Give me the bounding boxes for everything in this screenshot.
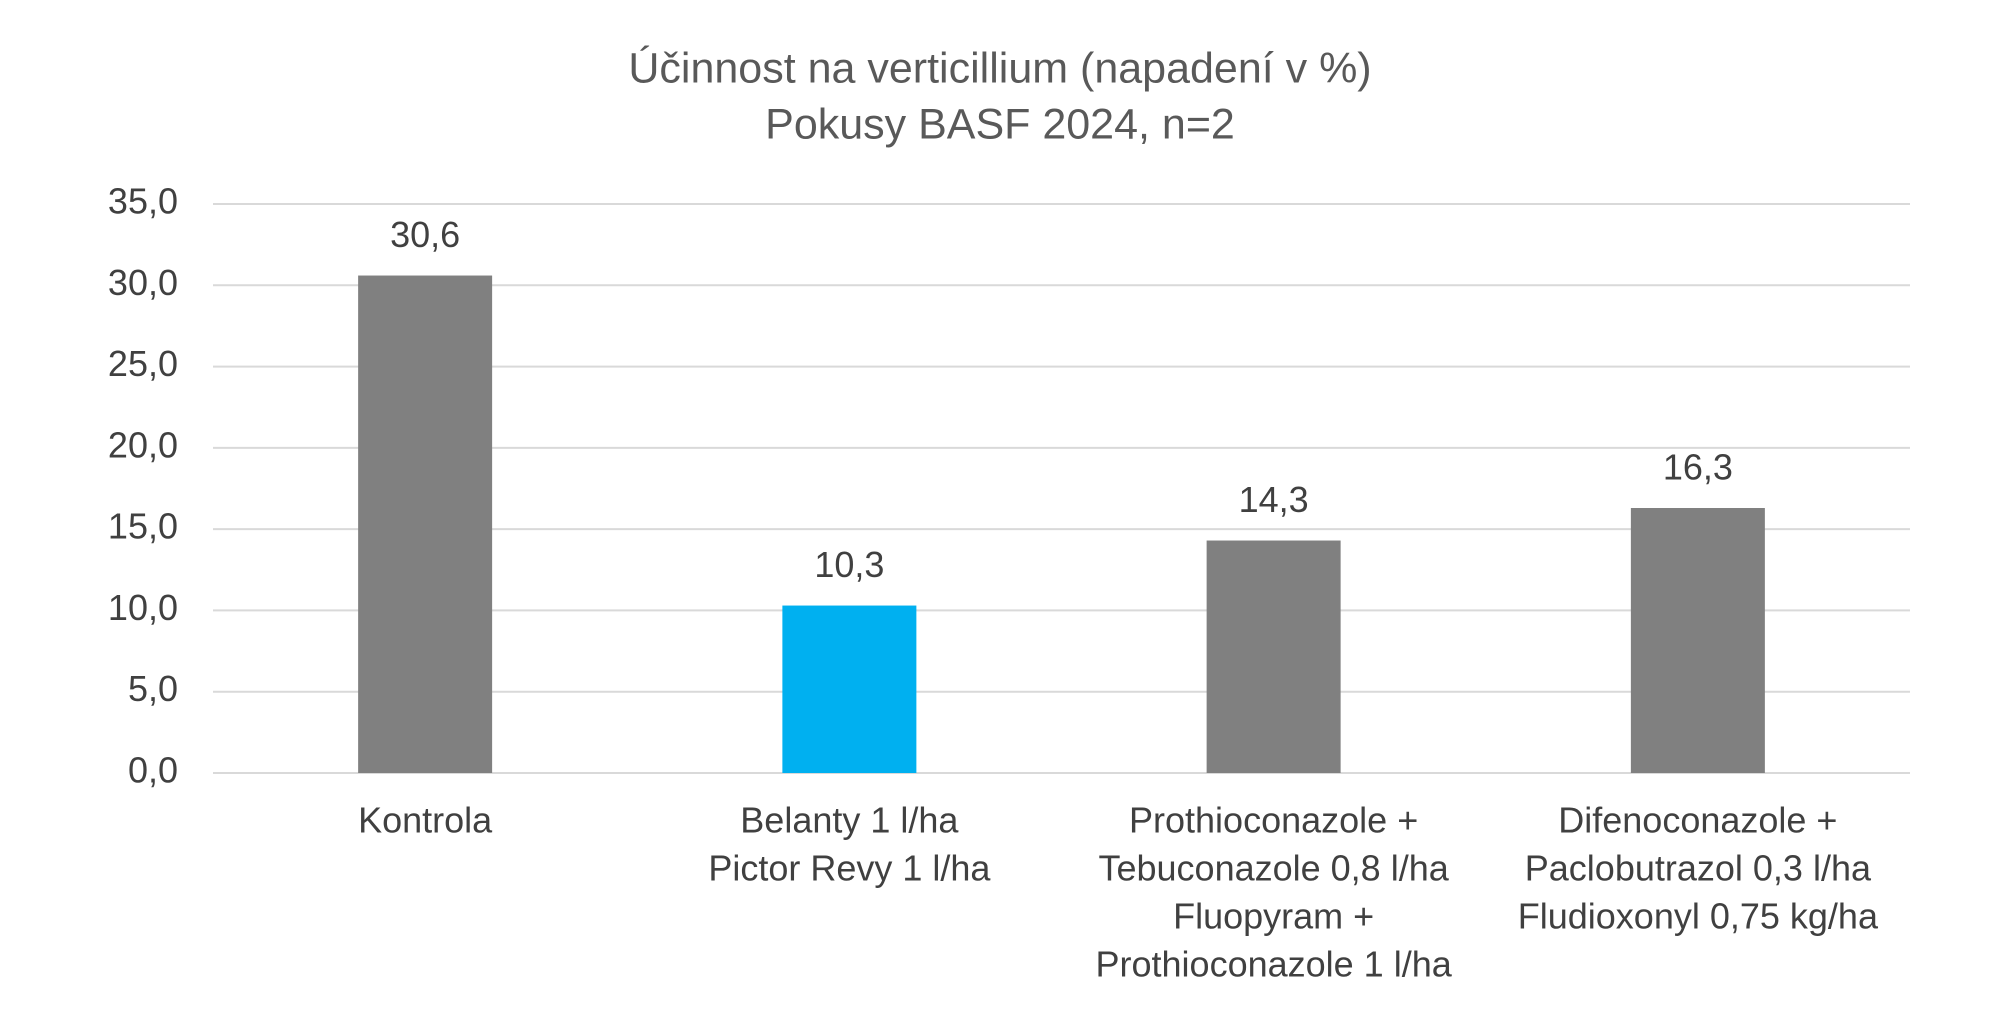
chart-title: Účinnost na verticillium (napadení v %) bbox=[628, 44, 1371, 92]
x-tick-label: Prothioconazole + bbox=[1129, 800, 1418, 841]
value-label: 10,3 bbox=[814, 544, 884, 585]
bar bbox=[1206, 540, 1341, 773]
y-tick-label: 30,0 bbox=[108, 262, 178, 303]
bar bbox=[1630, 508, 1765, 773]
x-tick-label: Paclobutrazol 0,3 l/ha bbox=[1525, 848, 1872, 889]
x-tick-label: Fludioxonyl 0,75 kg/ha bbox=[1518, 896, 1879, 937]
value-label: 30,6 bbox=[390, 214, 460, 255]
x-tick-label: Difenoconazole + bbox=[1558, 800, 1837, 841]
y-tick-label: 15,0 bbox=[108, 506, 178, 547]
value-label: 14,3 bbox=[1239, 479, 1309, 520]
chart-subtitle: Pokusy BASF 2024, n=2 bbox=[765, 100, 1235, 148]
y-tick-label: 10,0 bbox=[108, 587, 178, 628]
x-tick-label: Prothioconazole 1 l/ha bbox=[1096, 944, 1453, 985]
bar bbox=[782, 605, 917, 773]
x-tick-label: Tebuconazole 0,8 l/ha bbox=[1098, 848, 1449, 889]
value-label: 16,3 bbox=[1663, 447, 1733, 488]
y-tick-label: 5,0 bbox=[128, 668, 178, 709]
x-tick-label: Fluopyram + bbox=[1173, 896, 1374, 937]
y-tick-label: 35,0 bbox=[108, 181, 178, 222]
bar bbox=[358, 275, 493, 773]
x-tick-label: Pictor Revy 1 l/ha bbox=[708, 848, 991, 889]
x-tick-label: Belanty 1 l/ha bbox=[740, 800, 959, 841]
x-tick-label: Kontrola bbox=[358, 800, 493, 841]
y-tick-label: 0,0 bbox=[128, 750, 178, 791]
y-tick-label: 25,0 bbox=[108, 343, 178, 384]
y-tick-label: 20,0 bbox=[108, 424, 178, 465]
